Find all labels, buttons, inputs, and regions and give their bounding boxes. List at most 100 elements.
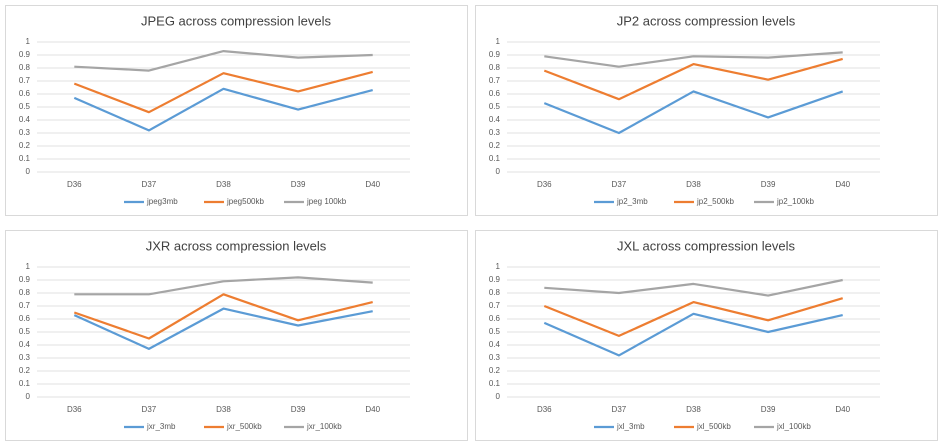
legend: jxl_3mb jxl_500kb jxl_100kb [594,422,811,431]
y-tick-label: 0.5 [19,102,31,111]
x-tick-label: D37 [612,405,627,414]
chart-frame [5,230,468,441]
y-tick-label: 0.6 [489,314,501,323]
y-tick-label: 0.2 [19,141,31,150]
y-tick-label: 0.4 [489,340,501,349]
y-tick-label: 0.9 [19,275,31,284]
x-tick-label: D36 [537,180,552,189]
y-tick-label: 0.2 [489,366,501,375]
legend-label: jp2_100kb [776,197,814,206]
y-tick-label: 1 [26,37,31,46]
y-tick-label: 0.3 [19,128,31,137]
y-tick-label: 0.2 [489,141,501,150]
series-line [543,297,844,337]
chart-frame [475,230,938,441]
y-tick-label: 0.1 [19,154,31,163]
x-tick-label: D38 [686,180,701,189]
x-tick-label: D39 [291,180,306,189]
x-tick-label: D40 [835,405,850,414]
y-tick-label: 0.9 [489,275,501,284]
y-tick-label: 0.9 [19,50,31,59]
y-tick-label: 0.8 [489,288,501,297]
x-tick-label: D36 [67,180,82,189]
chart-title: JP2 across compression levels [617,13,796,28]
series-line [543,57,843,101]
y-tick-label: 0.7 [19,301,31,310]
x-tick-label: D39 [761,405,776,414]
x-tick-label: D38 [216,180,231,189]
x-tick-label: D37 [612,180,627,189]
y-tick-label: 0.8 [489,63,501,72]
x-tick-label: D40 [835,180,850,189]
y-tick-label: 0.6 [19,89,31,98]
series-line [73,293,373,340]
chart-title: JXR across compression levels [146,238,327,253]
y-tick-label: 0.3 [489,128,501,137]
chart: JXR across compression levels 0 0.1 0.2 0.3 0… [5,230,468,441]
x-tick-label: D38 [686,405,701,414]
y-tick-label: 0 [26,167,31,176]
chart: JXL across compression levels 0 0.1 0.2 0.3 0… [475,230,938,441]
y-tick-label: 0.7 [489,301,501,310]
chart: JPEG across compression levels 0 0.1 0.2 0.3… [5,5,468,216]
y-tick-label: 0.7 [19,76,31,85]
legend-label: jxl_3mb [616,422,645,431]
chart-frame [475,5,938,216]
legend-label: jxr_100kb [306,422,342,431]
legend-label: jpeg 100kb [306,197,347,206]
legend-label: jxr_500kb [226,422,262,431]
chart: JP2 across compression levels 0 0.1 0.2 0.3 0… [475,5,938,216]
y-tick-label: 0.5 [19,327,31,336]
y-tick-label: 0.4 [19,340,31,349]
y-tick-label: 0 [496,167,501,176]
chart-frame [5,5,468,216]
series-line [73,70,373,114]
series-line [73,307,373,350]
y-tick-label: 0.3 [19,353,31,362]
series-line [74,276,373,296]
y-tick-label: 0.4 [19,115,31,124]
y-tick-label: 1 [26,262,31,271]
chart-title: JPEG across compression levels [141,13,332,28]
y-tick-label: 0.1 [19,379,31,388]
x-tick-label: D37 [142,180,157,189]
y-tick-label: 0.2 [19,366,31,375]
legend-label: jp2_3mb [616,197,648,206]
y-tick-label: 0.5 [489,102,501,111]
series-line [543,90,844,135]
series-line [544,278,843,297]
y-tick-label: 0.5 [489,327,501,336]
y-tick-label: 0.8 [19,288,31,297]
y-tick-label: 1 [496,262,501,271]
legend-label: jpeg500kb [226,197,264,206]
series-line [543,312,843,357]
x-tick-label: D38 [216,405,231,414]
y-tick-label: 0.4 [489,115,501,124]
y-tick-label: 1 [496,37,501,46]
x-tick-label: D39 [291,405,306,414]
legend-label: jxr_3mb [146,422,176,431]
y-tick-label: 0.8 [19,63,31,72]
legend: jpeg3mb jpeg500kb jpeg 100kb [124,197,347,206]
y-tick-label: 0.6 [489,89,501,98]
x-tick-label: D40 [365,180,380,189]
x-tick-label: D36 [67,405,82,414]
y-tick-label: 0.3 [489,353,501,362]
y-tick-label: 0 [496,392,501,401]
legend-label: jpeg3mb [146,197,178,206]
series-line [74,50,373,72]
x-tick-label: D37 [142,405,157,414]
y-tick-label: 0.1 [489,154,501,163]
x-tick-label: D40 [365,405,380,414]
series-line [73,87,373,132]
legend-label: jxl_100kb [776,422,811,431]
y-tick-label: 0 [26,392,31,401]
legend: jxr_3mb jxr_500kb jxr_100kb [124,422,342,431]
y-tick-label: 0.1 [489,379,501,388]
y-tick-label: 0.9 [489,50,501,59]
legend-label: jxl_500kb [696,422,731,431]
legend-label: jp2_500kb [696,197,734,206]
x-tick-label: D36 [537,405,552,414]
x-tick-label: D39 [761,180,776,189]
